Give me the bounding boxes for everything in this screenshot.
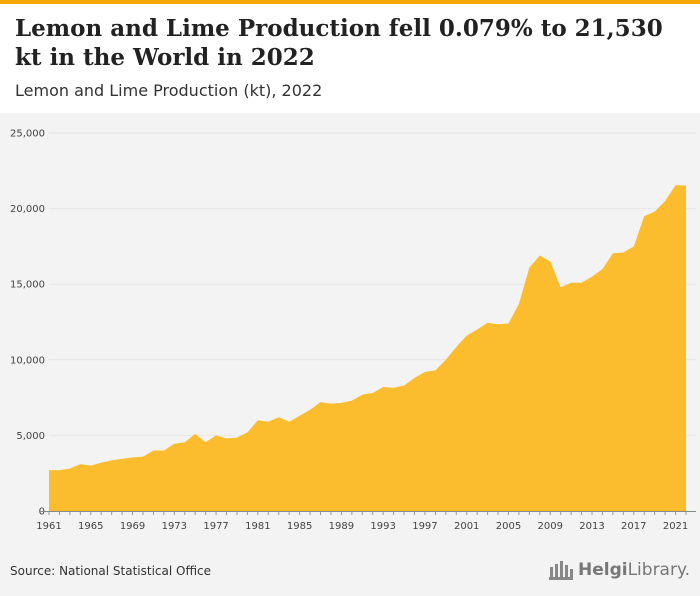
y-tick-label: 10,000 [10,355,45,366]
data-point [569,281,573,285]
y-tick-label: 25,000 [10,129,45,140]
data-point [319,400,323,404]
data-point [517,302,521,306]
data-point [611,251,615,255]
data-point [256,418,260,422]
data-point [392,386,396,390]
data-point [172,442,176,446]
data-point [559,285,563,289]
data-point [444,358,448,362]
data-point [151,449,155,453]
production-area [49,185,686,511]
data-point [277,415,281,419]
x-tick-label: 1965 [78,521,103,532]
brand-name-part1: Helgi [577,560,628,580]
data-point [120,457,124,461]
data-point [412,376,416,380]
top-accent-bar [0,0,700,4]
data-point [381,385,385,389]
x-tick-label: 2013 [579,521,604,532]
data-point [423,370,427,374]
x-tick-label: 1981 [245,521,270,532]
data-point [663,199,667,203]
brand-name: HelgiLibrary. [578,560,690,580]
data-point [580,281,584,285]
data-point [214,433,218,437]
data-point [465,334,469,338]
data-point [621,250,625,254]
data-point [78,462,82,466]
x-tick-label: 1969 [120,521,145,532]
data-point [225,436,229,440]
data-point [486,321,490,325]
library-building-icon [548,561,573,580]
chart-title: Lemon and Lime Production fell 0.079% to… [15,15,663,71]
x-tick-label: 1985 [287,521,312,532]
data-point [433,368,437,372]
data-point [110,458,114,462]
data-point [538,253,542,257]
x-axis: 1961 1965 1969 1973 1977 1981 1985 1989 1993 1997… [36,511,696,532]
x-tick-label: 1989 [329,521,354,532]
y-tick-label: 15,000 [10,280,45,291]
data-point [245,430,249,434]
header: Lemon and Lime Production fell 0.079% to… [0,0,700,113]
x-tick-label: 2001 [454,521,479,532]
x-tick-label: 2017 [621,521,646,532]
data-point [402,384,406,388]
helgilibrary-logo[interactable]: HelgiLibrary. [548,559,690,581]
data-point [183,440,187,444]
data-point [548,260,552,264]
x-tick-label: 2021 [663,521,688,532]
x-tick-label: 1997 [412,521,437,532]
data-point [475,328,479,332]
x-tick-label: 1973 [162,521,187,532]
data-point [632,244,636,248]
data-point [298,414,302,418]
data-point [47,468,51,472]
data-point [68,467,72,471]
data-point [339,401,343,405]
data-point [99,461,103,465]
data-point [653,210,657,214]
data-point [684,183,688,187]
area-layer [47,183,688,511]
data-point [600,267,604,271]
data-point [193,432,197,436]
data-point [590,275,594,279]
data-point [308,408,312,412]
data-point [360,393,364,397]
data-point [527,266,531,270]
data-point [57,468,61,472]
data-point [141,455,145,459]
data-point [371,391,375,395]
chart-subtitle: Lemon and Lime Production (kt), 2022 [15,81,323,100]
data-point [454,345,458,349]
data-point [674,183,678,187]
data-point [131,455,135,459]
x-tick-label: 2009 [538,521,563,532]
data-point [266,420,270,424]
data-point [287,420,291,424]
data-point [642,214,646,218]
footer: Source: National Statistical Office Helg… [0,550,700,596]
brand-name-part2: Library. [627,560,690,580]
data-point [235,436,239,440]
data-point [506,322,510,326]
y-tick-label: 5,000 [16,431,45,442]
data-point [496,322,500,326]
x-tick-label: 1977 [203,521,228,532]
data-point [350,399,354,403]
data-point [329,402,333,406]
data-point [89,464,93,468]
data-point [204,440,208,444]
x-tick-label: 1961 [36,521,61,532]
y-tick-label: 20,000 [10,204,45,215]
x-tick-label: 1993 [370,521,395,532]
source-note: Source: National Statistical Office [10,564,212,578]
x-tick-label: 2005 [496,521,521,532]
data-point [162,449,166,453]
